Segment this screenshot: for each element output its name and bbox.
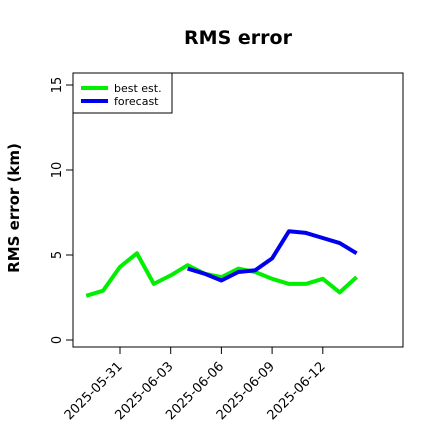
x-axis: 2025-05-312025-06-032025-06-062025-06-09… — [62, 347, 329, 423]
series-layer — [85, 229, 358, 298]
y-tick-label: 10 — [50, 162, 65, 179]
legend-box — [72, 72, 173, 114]
legend-label: forecast — [114, 95, 159, 108]
series-line-forecast — [187, 229, 358, 283]
y-tick-label: 5 — [50, 251, 65, 259]
y-tick-label: 0 — [50, 336, 65, 344]
y-axis: 0 5 10 15 — [50, 77, 73, 344]
series-line-best-est — [85, 251, 358, 298]
y-axis-label: RMS error (km) — [5, 143, 23, 273]
y-tick-label: 15 — [50, 77, 65, 94]
legend-label: best est. — [114, 82, 162, 95]
plot-frame — [72, 72, 404, 348]
legend: best est.forecast — [72, 72, 173, 114]
chart-title: RMS error — [184, 27, 293, 49]
